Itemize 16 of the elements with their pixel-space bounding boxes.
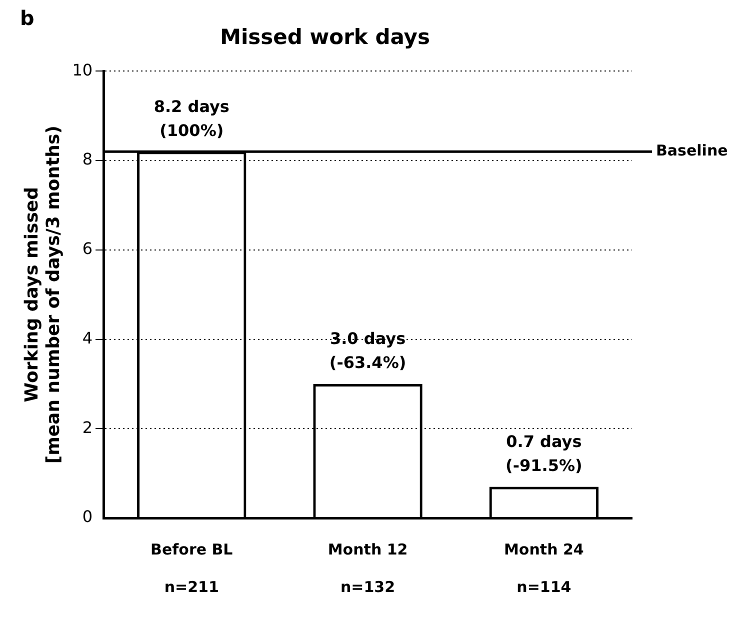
y-tick-label: 10 xyxy=(72,60,93,80)
y-axis-title: Working days missed [mean number of days/3 months) xyxy=(21,126,64,464)
data-label: 8.2 days (100%) xyxy=(154,96,230,140)
data-label: 0.7 days (-91.5%) xyxy=(506,432,582,475)
chart-title: Missed work days xyxy=(220,25,430,50)
data-label: 3.0 days (-63.4%) xyxy=(329,329,406,372)
y-tick-label: 8 xyxy=(82,150,93,169)
text: b xyxy=(20,6,34,30)
category-label: Before BL n=211 xyxy=(150,540,233,596)
y-tick-label: 0 xyxy=(82,507,93,526)
y-tick-label: 2 xyxy=(82,418,93,437)
ref-line-label: Baseline xyxy=(656,142,728,160)
category-label: Month 24 n=114 xyxy=(504,540,584,596)
y-tick-label: 6 xyxy=(82,239,93,258)
y-tick-label: 4 xyxy=(82,328,93,348)
category-label: Month 12 n=132 xyxy=(328,540,408,596)
